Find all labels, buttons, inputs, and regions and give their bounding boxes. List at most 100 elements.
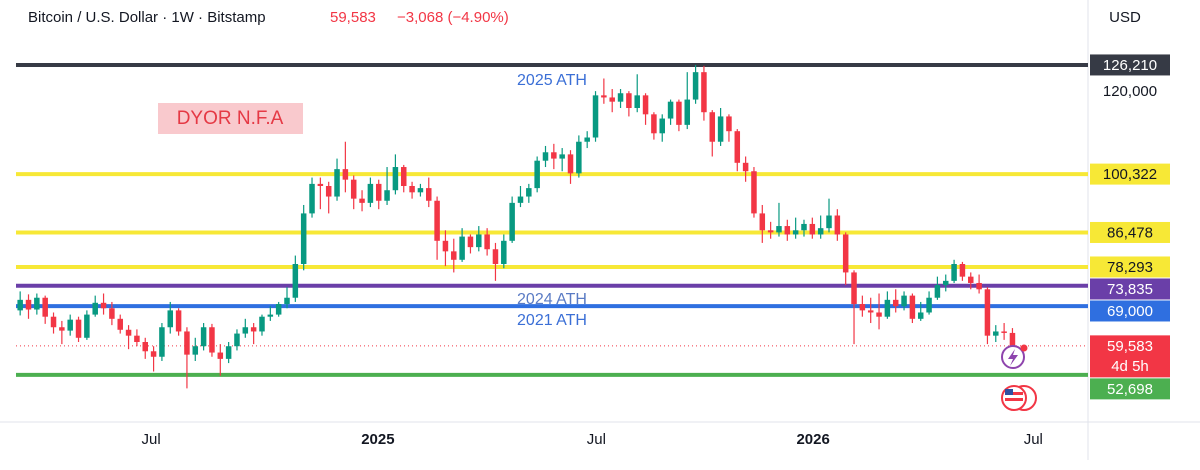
candle-body <box>826 215 832 229</box>
header-price: 59,583 <box>330 9 376 26</box>
candle-body <box>200 327 207 347</box>
candle-body <box>350 179 357 199</box>
candle-body <box>509 202 515 241</box>
candle-body <box>859 304 866 311</box>
candle-body <box>917 312 924 319</box>
level-label-box <box>1090 256 1170 278</box>
level-label-box <box>1090 278 1170 300</box>
candle-body <box>601 95 607 98</box>
candle-body <box>492 249 499 264</box>
marks <box>16 62 1088 389</box>
x-tick-label: Jul <box>141 431 160 448</box>
candle-body <box>225 346 232 359</box>
candle-body <box>784 226 791 235</box>
annotation: 2025 ATH <box>517 72 587 89</box>
candle-body <box>467 236 474 248</box>
candle-body <box>776 226 782 233</box>
candle-body <box>142 342 148 352</box>
candle-body <box>75 319 82 338</box>
x-tick-label: Jul <box>587 431 606 448</box>
last-price-label: 59,583 <box>1107 338 1153 355</box>
candle-body <box>375 183 382 201</box>
candle-body <box>659 118 665 134</box>
candle-body <box>175 310 182 332</box>
indicator-icon <box>1001 344 1028 369</box>
candle-body <box>592 95 599 138</box>
currency: USD <box>1109 9 1141 26</box>
candle-body <box>359 198 365 203</box>
candle-body <box>867 310 874 313</box>
level-label: 73,835 <box>1107 281 1153 298</box>
candle-body <box>309 183 315 214</box>
price-scale: 126,210 120,000 100,322 86,478 78,293 73,835 6… <box>1090 54 1170 400</box>
candle-body <box>892 299 899 307</box>
candle-body <box>934 285 941 298</box>
level-label-box <box>1090 378 1170 400</box>
candle-body <box>217 352 224 359</box>
candle-body <box>626 93 632 108</box>
candle-body <box>759 213 766 231</box>
level-label: 78,293 <box>1107 259 1153 276</box>
candle-body <box>334 169 340 197</box>
candle-body <box>692 72 699 100</box>
candle-body <box>250 327 257 332</box>
candle-body <box>184 331 190 355</box>
candle-body <box>284 297 290 305</box>
candle-body <box>484 234 490 250</box>
level-label-box <box>1090 300 1170 322</box>
candle-body <box>842 234 849 273</box>
candle-body <box>25 299 32 310</box>
candle-body <box>442 240 449 252</box>
x-tick-label: Jul <box>1024 431 1043 448</box>
candle-body <box>117 318 123 330</box>
candle-body <box>726 116 732 132</box>
candle-body <box>609 97 615 102</box>
candle-body <box>384 190 390 201</box>
candle-body <box>92 302 98 315</box>
candle-body <box>501 240 507 264</box>
candle-body <box>150 351 157 357</box>
candle-body <box>67 319 73 331</box>
candle-body <box>451 251 457 260</box>
candle-body <box>576 141 582 174</box>
candle-body <box>42 297 48 317</box>
candle-body <box>642 95 649 115</box>
event-icon <box>1001 385 1037 411</box>
candle-body <box>542 152 549 161</box>
candle-body <box>367 183 374 203</box>
candle-body <box>534 160 540 189</box>
candle-body <box>59 327 65 331</box>
candle-body <box>292 264 299 298</box>
candle-body <box>34 297 40 310</box>
candle-body <box>809 223 816 235</box>
candle-body <box>17 299 23 311</box>
candle-body <box>267 314 274 317</box>
candle-body <box>167 310 174 328</box>
candle-body <box>1009 332 1016 346</box>
candle-body <box>325 186 332 197</box>
candle-body <box>676 101 682 125</box>
candle-body <box>234 333 240 347</box>
candle-body <box>426 188 432 201</box>
candle-body <box>109 308 115 319</box>
level-label-box <box>1090 221 1170 243</box>
level-label: 126,210 <box>1103 57 1157 74</box>
candle-body <box>517 196 524 203</box>
level-label: 86,478 <box>1107 224 1153 241</box>
candle-body <box>300 213 307 264</box>
candle-body <box>434 200 440 241</box>
candle-body <box>317 183 324 186</box>
candle-body <box>968 276 974 283</box>
candle-body <box>159 327 165 357</box>
candle-body <box>409 186 415 193</box>
candle-body <box>559 154 565 159</box>
candle-body <box>209 327 215 353</box>
candle-body <box>617 93 624 102</box>
note-box <box>158 103 303 134</box>
candle-body <box>734 131 741 163</box>
candle-body <box>100 302 107 309</box>
countdown: 4d 5h <box>1111 358 1149 375</box>
candle-body <box>134 335 140 342</box>
candle-body <box>801 223 807 231</box>
